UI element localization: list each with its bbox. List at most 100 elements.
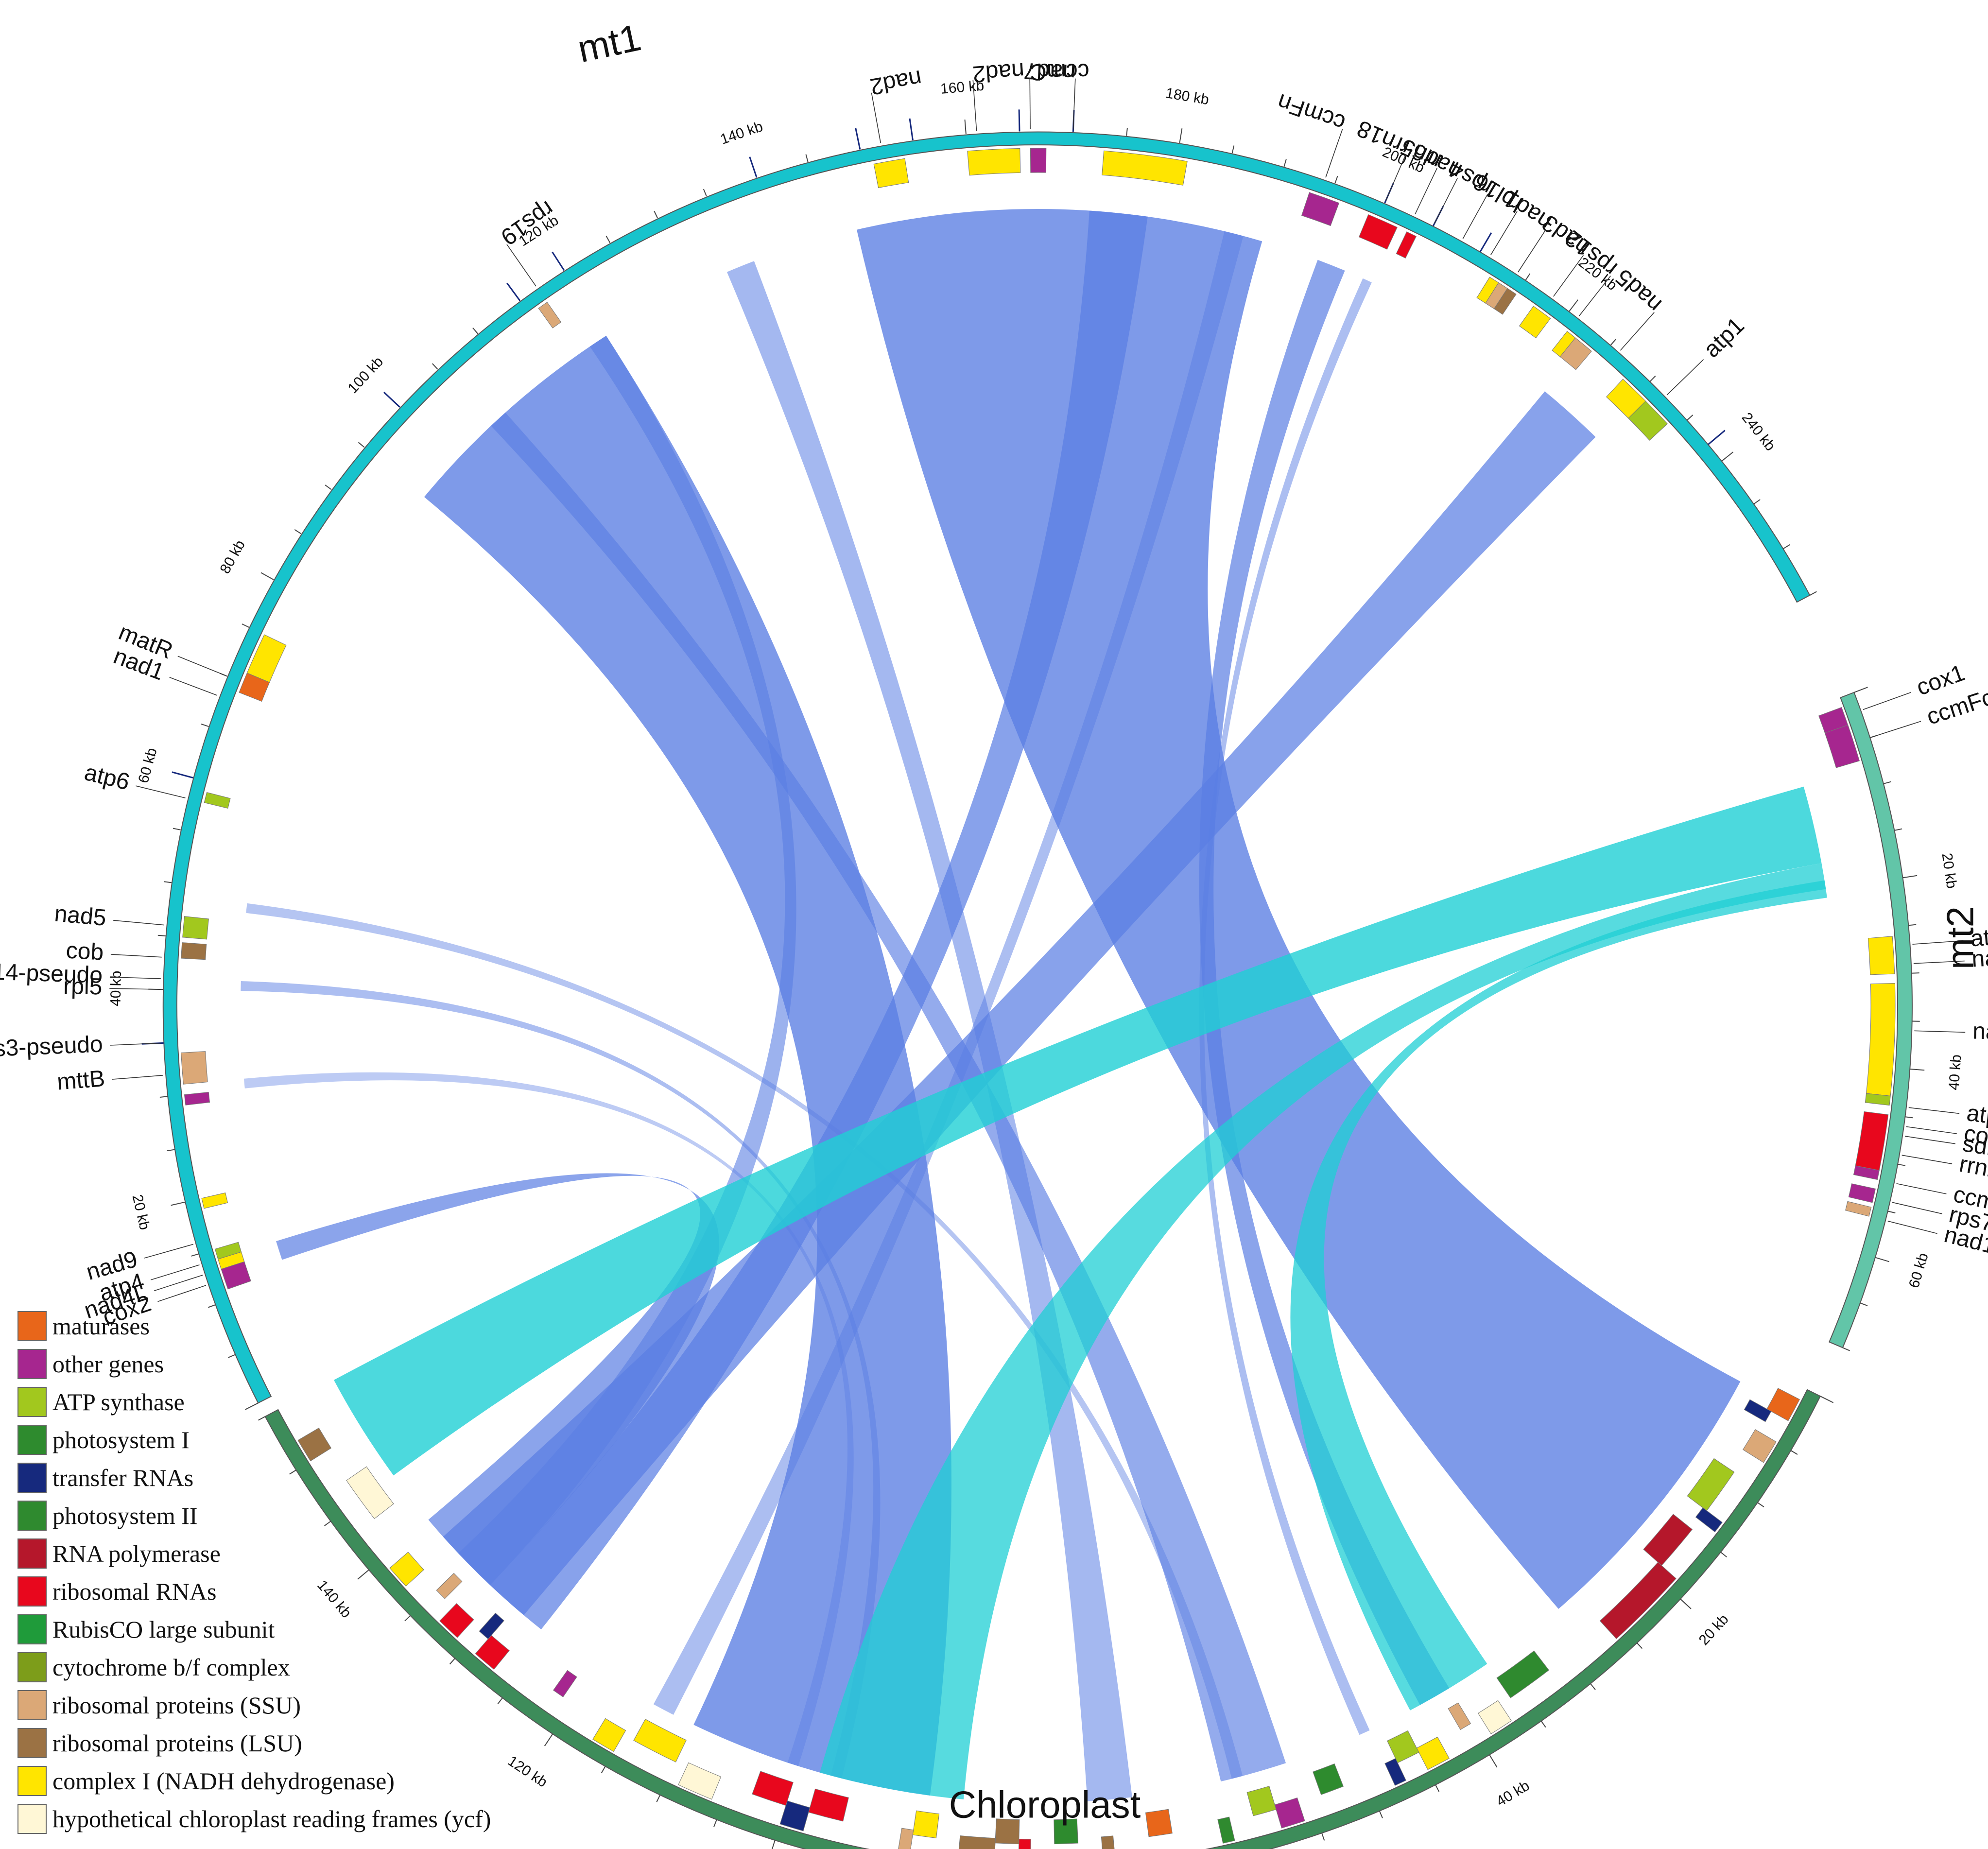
gene-block bbox=[779, 1800, 811, 1832]
tick-mark bbox=[605, 236, 611, 243]
label-leader bbox=[1620, 312, 1655, 351]
tick-mark bbox=[964, 120, 967, 135]
legend-item: photosystem II bbox=[17, 1497, 601, 1535]
gene-label-mt1: nad2 bbox=[868, 65, 924, 100]
synteny-ribbon bbox=[424, 335, 951, 1796]
legend-item: complex I (NADH dehydrogenase) bbox=[17, 1762, 601, 1800]
legend-label: ribosomal proteins (SSU) bbox=[52, 1692, 301, 1719]
label-leader bbox=[1902, 1155, 1953, 1164]
trna-mark bbox=[1018, 109, 1020, 132]
legend-item: ribosomal proteins (LSU) bbox=[17, 1724, 601, 1762]
tick-mark bbox=[1610, 339, 1616, 346]
gene-block bbox=[184, 1091, 210, 1106]
tick-mark bbox=[191, 1253, 199, 1257]
tick-mark bbox=[1590, 1683, 1596, 1690]
label-leader bbox=[1434, 178, 1458, 224]
gene-block bbox=[181, 942, 207, 960]
label-leader bbox=[109, 988, 161, 990]
gene-block bbox=[1102, 150, 1188, 186]
legend-swatch bbox=[17, 1501, 47, 1531]
segment-arc-mt1 bbox=[162, 131, 1811, 1404]
tick-label-mt2: 20 kb bbox=[1938, 852, 1959, 889]
gene-label-mt1: nad5 bbox=[1611, 264, 1667, 318]
label-leader bbox=[154, 1275, 203, 1291]
tick-mark bbox=[1860, 1302, 1868, 1306]
tick-mark bbox=[157, 934, 166, 936]
gene-label-mt1: ccmFn bbox=[1274, 88, 1348, 136]
legend-swatch bbox=[17, 1576, 47, 1607]
gene-block bbox=[1217, 1816, 1235, 1844]
label-leader bbox=[1518, 229, 1547, 273]
trna-mark bbox=[749, 156, 758, 178]
label-leader bbox=[1578, 276, 1611, 316]
label-leader bbox=[1872, 721, 1921, 738]
gene-block bbox=[1476, 276, 1499, 304]
gene-block bbox=[1387, 1730, 1419, 1763]
gene-block bbox=[1848, 1183, 1876, 1203]
gene-block bbox=[1865, 1093, 1891, 1106]
tick-mark bbox=[1525, 273, 1531, 280]
legend-item: ribosomal proteins (SSU) bbox=[17, 1686, 601, 1724]
legend-item: cytochrome b/f complex bbox=[17, 1648, 601, 1686]
tick-mark bbox=[163, 881, 172, 883]
gene-block bbox=[1145, 1809, 1173, 1837]
legend-label: transfer RNAs bbox=[52, 1464, 194, 1491]
gene-block bbox=[752, 1771, 794, 1806]
legend-swatch bbox=[17, 1766, 47, 1796]
segment-titles: mt1 mt2 Chloroplast bbox=[574, 16, 1982, 1826]
legend-item: photosystem I bbox=[17, 1421, 601, 1459]
label-leader bbox=[972, 80, 977, 131]
legend-item: hypothetical chloroplast reading frames … bbox=[17, 1800, 601, 1838]
gene-block bbox=[1606, 379, 1646, 419]
legend-label: ribosomal RNAs bbox=[52, 1578, 217, 1605]
gene-block bbox=[1246, 1786, 1277, 1816]
tick-mark bbox=[1842, 1347, 1850, 1351]
tick-mark bbox=[1540, 1721, 1546, 1728]
legend-swatch bbox=[17, 1387, 47, 1417]
label-leader bbox=[169, 677, 218, 696]
tick-mark bbox=[703, 189, 707, 197]
legend-item: other genes bbox=[17, 1345, 601, 1383]
label-leader bbox=[150, 1264, 200, 1280]
legend-swatch bbox=[17, 1728, 47, 1758]
legend-item: maturases bbox=[17, 1307, 601, 1345]
tick-mark bbox=[1231, 145, 1235, 154]
label-leader bbox=[1490, 211, 1518, 256]
gene-label-mt1: atp1 bbox=[1699, 312, 1749, 363]
label-leader bbox=[1462, 194, 1488, 239]
label-leader bbox=[109, 976, 161, 979]
gene-block bbox=[1744, 1399, 1772, 1422]
label-leader bbox=[1666, 359, 1704, 396]
tick-mark bbox=[1126, 128, 1128, 136]
tick-mark bbox=[1753, 499, 1761, 504]
gene-block bbox=[201, 1192, 228, 1209]
trna-mark bbox=[552, 251, 565, 271]
gene-block bbox=[1559, 337, 1592, 370]
gene-label-mt2: nad4 bbox=[1972, 1018, 1988, 1045]
tick-mark bbox=[324, 1521, 331, 1526]
gene-block bbox=[873, 158, 909, 189]
label-leader bbox=[1887, 1221, 1937, 1234]
gene-block bbox=[678, 1762, 722, 1800]
tick-mark bbox=[1908, 924, 1917, 926]
trna-mark bbox=[383, 392, 400, 408]
gene-label-mt1: cob bbox=[65, 937, 104, 965]
legend-label: cytochrome b/f complex bbox=[52, 1654, 290, 1681]
gene-block bbox=[1643, 1514, 1693, 1566]
legend-label: RNA polymerase bbox=[52, 1540, 221, 1567]
gene-block bbox=[181, 1051, 208, 1085]
gene-label-mt2: rrn26 bbox=[1957, 1151, 1988, 1186]
tick-mark bbox=[1489, 1754, 1498, 1768]
gene-block bbox=[1448, 1702, 1471, 1730]
tick-mark bbox=[201, 723, 209, 727]
tick-label-mt1: 60 kb bbox=[136, 746, 160, 785]
legend-label: complex I (NADH dehydrogenase) bbox=[52, 1767, 395, 1795]
legend-swatch bbox=[17, 1614, 47, 1644]
tick-mark bbox=[654, 210, 658, 219]
gene-block bbox=[995, 1818, 1020, 1845]
tick-mark bbox=[1902, 875, 1918, 879]
tick-mark bbox=[167, 1149, 175, 1152]
synteny-ribbon bbox=[490, 210, 1148, 1630]
tick-mark bbox=[245, 1402, 259, 1410]
legend-label: photosystem I bbox=[52, 1426, 190, 1453]
